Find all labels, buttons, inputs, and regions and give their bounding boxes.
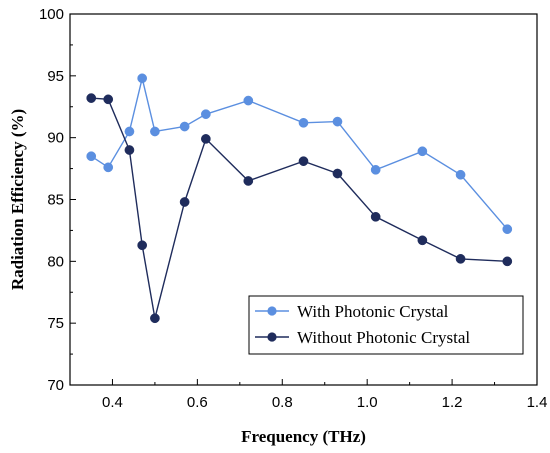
series-layer — [86, 73, 513, 324]
y-tick-label: 90 — [47, 130, 64, 147]
data-point — [179, 121, 190, 132]
y-tick-label: 75 — [47, 315, 64, 332]
legend-box — [248, 295, 524, 355]
x-tick-label: 1.4 — [527, 394, 548, 411]
data-point — [201, 109, 211, 120]
data-point — [455, 169, 466, 180]
legend-label: With Photonic Crystal — [297, 302, 449, 321]
x-tick-label: 0.8 — [272, 394, 293, 411]
data-point — [201, 134, 211, 144]
data-point — [179, 197, 190, 207]
legend-marker — [267, 332, 277, 342]
data-point — [332, 116, 343, 127]
data-point — [124, 126, 135, 137]
x-tick-label: 1.2 — [442, 394, 463, 411]
y-tick-label: 95 — [47, 68, 64, 85]
data-point — [417, 146, 428, 157]
data-point — [502, 224, 513, 235]
series-line — [91, 97, 508, 319]
data-point — [243, 95, 254, 106]
data-point — [298, 117, 309, 128]
y-axis-title: Radiation Efficiency (%) — [8, 109, 27, 290]
data-point — [332, 168, 343, 179]
data-point — [455, 254, 466, 264]
x-axis-title: Frequency (THz) — [241, 427, 366, 446]
legend-marker — [267, 306, 277, 316]
data-point — [150, 313, 160, 324]
data-point — [103, 162, 114, 173]
legend: With Photonic Crystal Without Photonic Cr… — [248, 295, 524, 355]
data-point — [417, 235, 428, 246]
data-point — [502, 256, 513, 267]
data-point — [103, 94, 114, 105]
data-point — [370, 164, 381, 175]
y-tick-label: 100 — [39, 6, 64, 23]
data-point — [137, 240, 148, 251]
data-point — [150, 126, 160, 137]
y-tick-label: 85 — [47, 192, 64, 209]
data-point — [137, 73, 148, 84]
x-tick-label: 0.6 — [187, 394, 208, 411]
data-point — [124, 145, 135, 155]
data-point — [298, 156, 309, 167]
legend-label: Without Photonic Crystal — [297, 328, 470, 347]
axes: 0.4 0.6 0.8 1.0 1.2 1.4 70 75 80 85 90 95 100 — [39, 6, 547, 411]
series-line — [90, 78, 508, 230]
series-2 — [86, 93, 513, 324]
y-tick-label: 70 — [47, 377, 64, 394]
data-point — [243, 176, 254, 186]
x-tick-label: 1.0 — [357, 394, 378, 411]
data-point — [370, 211, 381, 222]
series-1 — [86, 73, 513, 235]
x-tick-label: 0.4 — [102, 394, 123, 411]
y-tick-label: 80 — [47, 253, 64, 270]
data-point — [86, 151, 97, 162]
data-point — [86, 93, 97, 103]
